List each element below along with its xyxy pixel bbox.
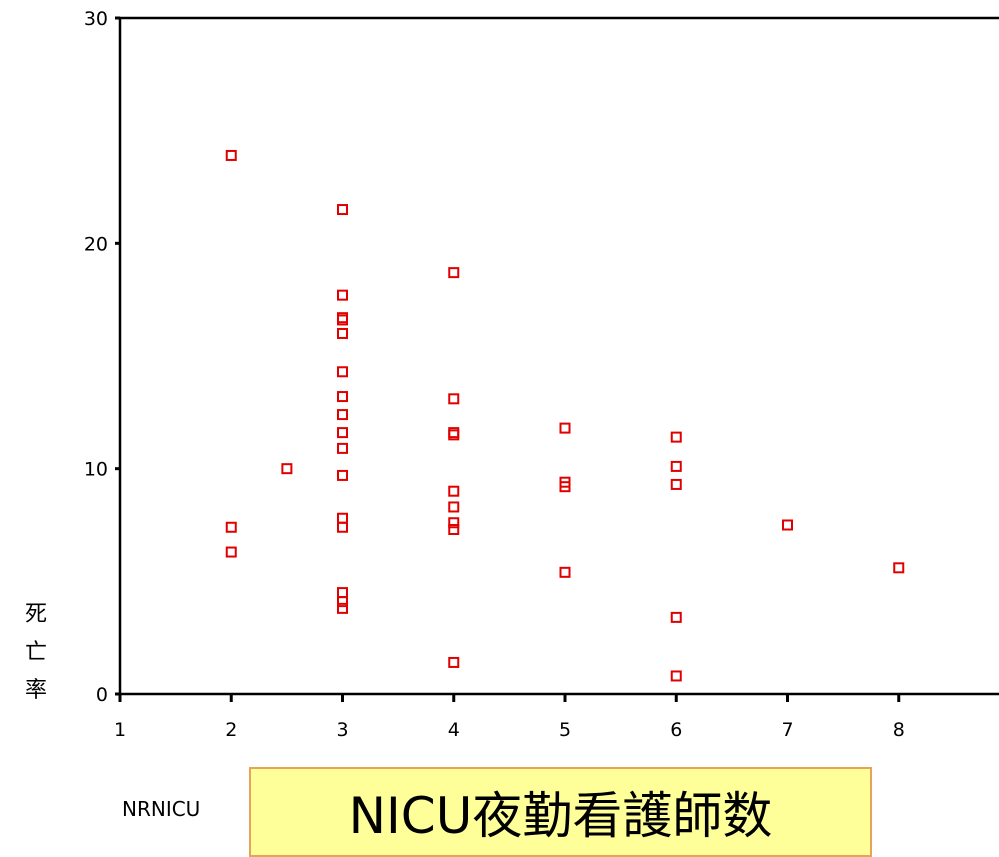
y-ticks: 0 10 20 30 (84, 8, 120, 706)
data-point (670, 431, 682, 443)
x-tick-label: 7 (781, 719, 793, 741)
y-tick-label: 30 (84, 8, 108, 30)
data-point (281, 463, 293, 475)
data-point (225, 521, 237, 533)
data-point (337, 596, 348, 608)
data-point (448, 501, 460, 513)
data-point (670, 611, 682, 623)
data-point (337, 427, 348, 439)
data-point (337, 409, 348, 421)
data-point (337, 289, 348, 301)
y-axis-label-char: 死 (25, 602, 47, 627)
data-point (337, 366, 348, 378)
data-point (448, 485, 460, 497)
data-point (337, 391, 348, 403)
data-point (670, 460, 682, 472)
x-tick-label: 8 (893, 719, 905, 741)
data-point (448, 656, 460, 668)
y-axis-label: 死亡率 (25, 602, 47, 703)
data-point (448, 524, 460, 536)
data-point (337, 521, 348, 533)
y-axis-label-char: 率 (25, 678, 47, 703)
data-point (448, 267, 460, 279)
data-point (337, 204, 348, 216)
x-tick-label: 3 (336, 719, 348, 741)
y-tick-label: 10 (84, 459, 108, 481)
data-point (670, 478, 682, 490)
data-point (225, 149, 237, 161)
data-points (225, 149, 905, 682)
data-point (670, 670, 682, 682)
x-tick-label: 5 (559, 719, 571, 741)
y-axis-label-char: 亡 (25, 640, 47, 665)
y-tick-label: 0 (96, 684, 108, 706)
data-point (225, 546, 237, 558)
data-point (337, 314, 348, 326)
data-point (893, 562, 905, 574)
data-point (337, 587, 348, 599)
x-tick-label: 2 (225, 719, 237, 741)
y-tick-label: 20 (84, 233, 108, 255)
x-tick-label: 1 (114, 719, 126, 741)
data-point (782, 519, 793, 531)
data-point (448, 393, 460, 405)
x-tick-label: 6 (670, 719, 682, 741)
data-point (559, 481, 571, 493)
data-point (337, 327, 348, 339)
data-point (337, 442, 348, 454)
data-point (337, 602, 348, 614)
data-point (559, 422, 571, 434)
data-point (448, 429, 460, 441)
data-point (337, 512, 348, 524)
data-point (448, 517, 460, 529)
x-axis-label: NRNICU (122, 797, 201, 821)
callout-annotation: NICU夜勤看護師数 (249, 767, 872, 857)
x-ticks: 123456789 (114, 694, 905, 741)
axes (118, 16, 999, 696)
data-point (559, 566, 571, 578)
x-tick-label: 4 (448, 719, 460, 741)
data-point (337, 469, 348, 481)
